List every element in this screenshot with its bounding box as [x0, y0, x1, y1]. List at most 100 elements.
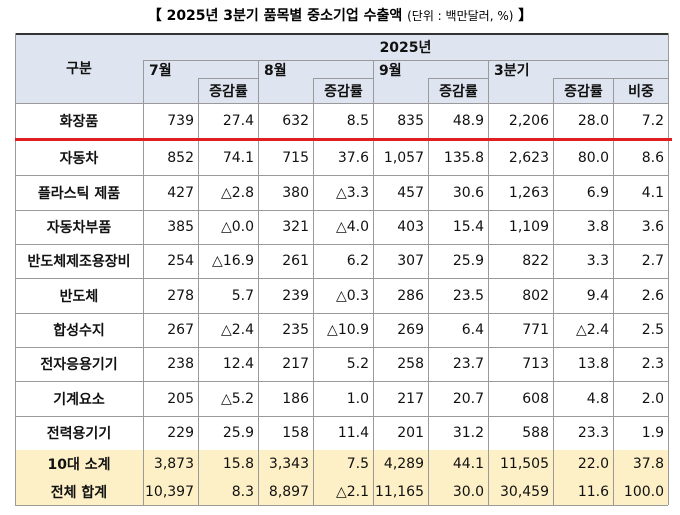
cell: 23.3 [577, 425, 609, 441]
cell: 715 [282, 150, 309, 166]
cell: 2.0 [641, 390, 664, 407]
cell: 20.7 [452, 390, 484, 407]
bracket: 【 [147, 8, 162, 24]
cell: 307 [397, 253, 424, 269]
rule [15, 33, 16, 505]
cell: 229 [167, 425, 194, 441]
cell: 8,897 [268, 483, 309, 500]
rule [258, 60, 259, 505]
cell: 4.1 [641, 184, 664, 201]
cell: 258 [397, 356, 424, 372]
cell: 2,206 [508, 112, 549, 129]
cell: 254 [167, 253, 194, 269]
cell: △2.4 [220, 322, 254, 338]
cell: △5.2 [220, 390, 254, 407]
rule [15, 505, 668, 506]
cell: △16.9 [212, 253, 254, 269]
cell: 3.6 [641, 219, 664, 235]
cell: 23.5 [452, 287, 484, 304]
cell: 380 [282, 184, 309, 201]
cell: 10,397 [145, 483, 194, 500]
cell: 135.8 [443, 150, 484, 166]
change-label: 증감률 [313, 78, 373, 103]
rule [15, 381, 668, 382]
rule [15, 278, 668, 279]
cell: 186 [282, 390, 309, 407]
cell: 238 [167, 356, 194, 372]
cell: 2.6 [641, 287, 664, 304]
cell: 23.7 [452, 356, 484, 372]
rule [428, 103, 429, 505]
cell: △0.3 [335, 287, 369, 304]
cell: 608 [522, 390, 549, 407]
rule [15, 347, 668, 348]
cell: 713 [522, 356, 549, 372]
cell: 632 [282, 112, 309, 129]
row-label: 반도체제조용장비 [27, 254, 131, 270]
group-label: 8월 [258, 60, 313, 80]
cell: 5.2 [346, 356, 369, 372]
cell: 1,109 [508, 219, 549, 235]
cell: 74.1 [222, 150, 254, 166]
cell: 835 [397, 112, 424, 129]
cell: 11.4 [337, 425, 369, 441]
cell: 2.7 [641, 253, 664, 269]
share-label: 비중 [613, 78, 668, 103]
row-label: 10대 소계 [47, 457, 111, 473]
year: 2025년 [143, 33, 668, 60]
rule [553, 103, 554, 505]
cell: 11,165 [375, 483, 424, 500]
top-rule [15, 33, 668, 35]
unit: (단위 : 백만달러, %) [407, 9, 514, 23]
cell: △0.0 [220, 219, 254, 235]
cell: 27.4 [222, 112, 254, 129]
cell: 7.2 [641, 112, 664, 129]
cell: 37.8 [632, 456, 664, 472]
cell: 9.4 [586, 287, 609, 304]
cell: 3,873 [153, 456, 194, 472]
rule [143, 60, 144, 505]
cell: 11.6 [577, 483, 609, 500]
summary-background [15, 450, 668, 478]
cell: 30,459 [500, 483, 549, 500]
row-label: 자동차 [59, 151, 99, 167]
rule [15, 313, 668, 314]
cell: 267 [167, 322, 194, 338]
row-label: 자동차부품 [46, 220, 112, 236]
row-label: 전체 합계 [50, 484, 108, 501]
cell: 269 [397, 322, 424, 338]
cell: 321 [282, 219, 309, 235]
cell: △10.9 [327, 322, 369, 338]
cell: 15.8 [222, 456, 254, 472]
cell: 1,057 [383, 150, 424, 166]
highlight-rule [15, 138, 672, 141]
row-label: 전자응용기기 [40, 357, 118, 373]
cell: 12.4 [222, 356, 254, 372]
cell: 3,343 [268, 456, 309, 472]
cell: △2.1 [335, 483, 369, 500]
cell: 1,263 [508, 184, 549, 201]
rule [373, 60, 374, 505]
cell: 2.3 [641, 356, 664, 372]
row-label: 기계요소 [53, 391, 105, 408]
cell: 31.2 [452, 425, 484, 441]
cell: 852 [167, 150, 194, 166]
row-label: 플라스틱 제품 [37, 185, 121, 202]
cell: 286 [397, 287, 424, 304]
cell: △4.0 [335, 219, 369, 235]
rule [143, 60, 668, 61]
cell: 28.0 [577, 112, 609, 129]
bracket: 】 [518, 8, 533, 24]
group-label: 3분기 [488, 60, 543, 80]
cell: 11,505 [500, 456, 549, 472]
group-label: 9월 [373, 60, 428, 80]
rule [15, 244, 668, 245]
cell: 427 [167, 184, 194, 201]
row-label: 화장품 [59, 113, 99, 130]
cell: 6.2 [346, 253, 369, 269]
cell: 8.5 [346, 112, 369, 129]
cell: 3.8 [586, 219, 609, 235]
cell: 6.4 [461, 322, 484, 338]
title: 2025년 3분기 품목별 중소기업 수출액 [166, 8, 403, 24]
